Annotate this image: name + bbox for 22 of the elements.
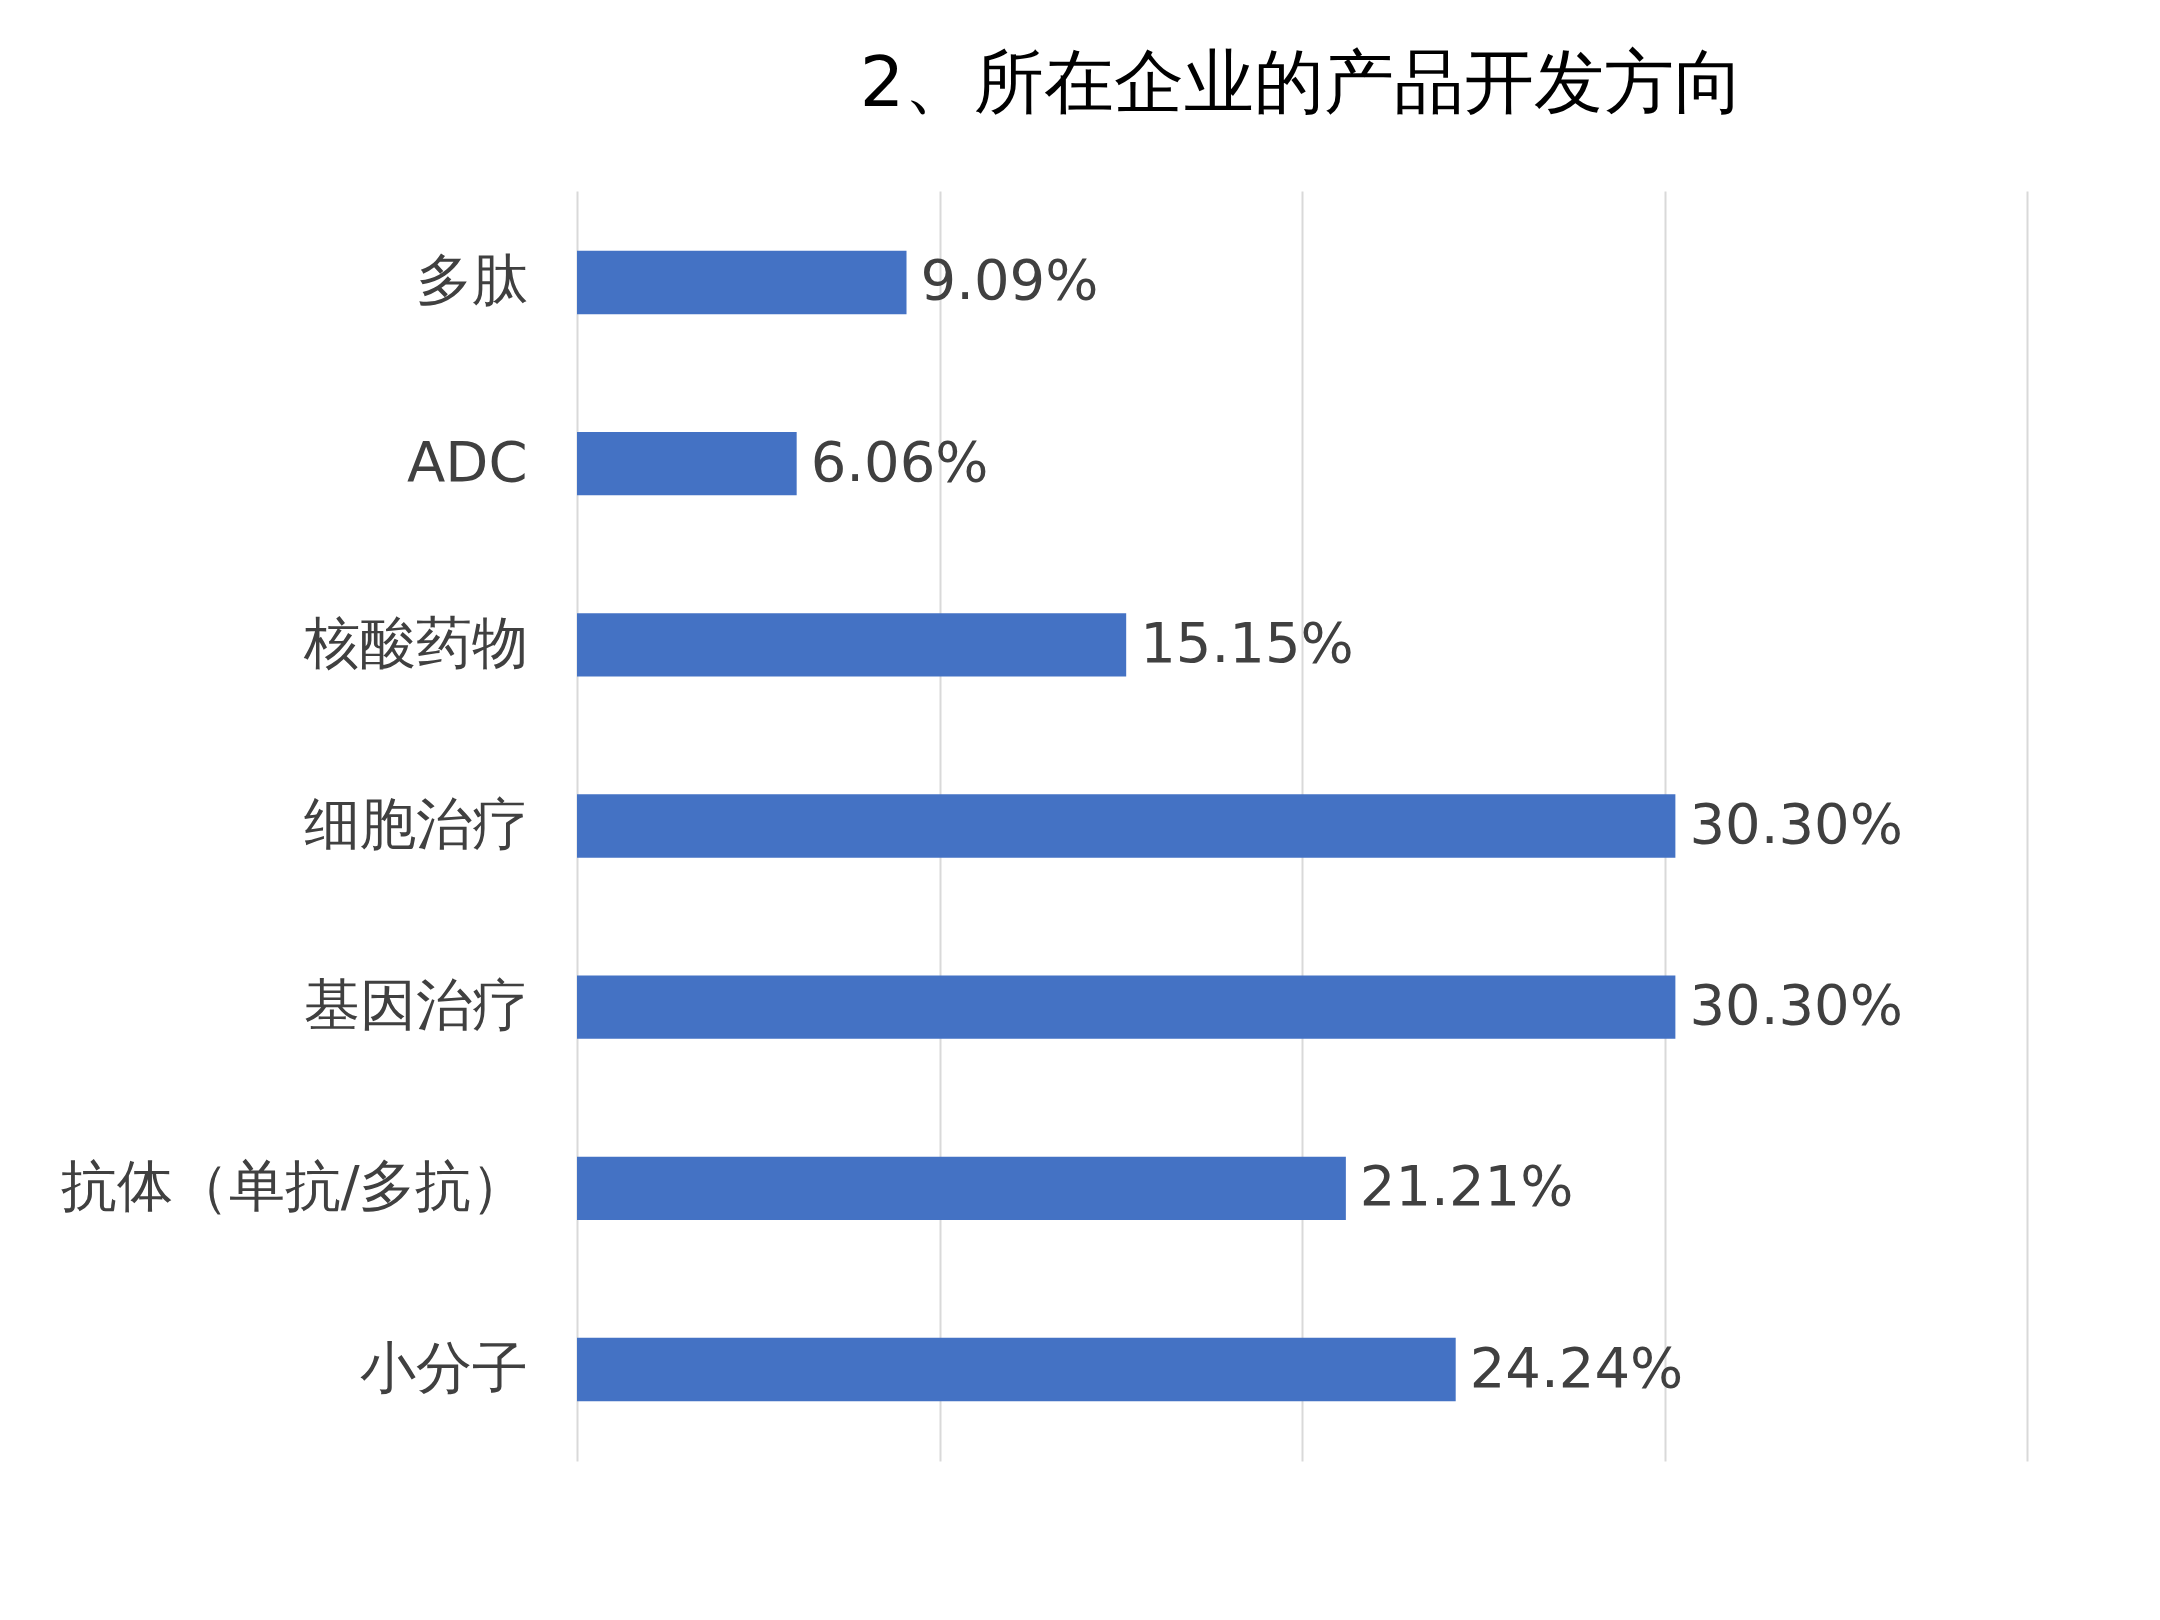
- bar: [577, 250, 907, 315]
- data-label: 30.30%: [1689, 791, 1903, 856]
- data-label: 15.15%: [1140, 609, 1354, 675]
- chart-title: 2、所在企业的产品开发方向: [859, 41, 1745, 123]
- bar: [577, 431, 797, 496]
- bar: [577, 794, 1676, 858]
- y-tick-label: 核酸药物: [302, 609, 528, 675]
- data-label: 30.30%: [1689, 972, 1903, 1038]
- y-tick-label: 小分子: [359, 1334, 528, 1400]
- y-tick-label: 抗体（单抗/多抗）: [60, 1153, 528, 1219]
- bar: [577, 613, 1127, 677]
- data-label: 24.24%: [1469, 1334, 1684, 1400]
- y-tick-label: ADC: [406, 428, 528, 494]
- y-tick-label: 细胞治疗: [303, 791, 528, 856]
- y-tick-label: 基因治疗: [303, 972, 528, 1038]
- data-label: 9.09%: [920, 247, 1099, 313]
- y-tick-label: 多肽: [415, 247, 528, 313]
- bar: [577, 975, 1676, 1039]
- data-label: 6.06%: [810, 428, 989, 494]
- data-label: 21.21%: [1359, 1153, 1574, 1219]
- bar: [577, 1337, 1456, 1402]
- bar: [577, 1156, 1346, 1221]
